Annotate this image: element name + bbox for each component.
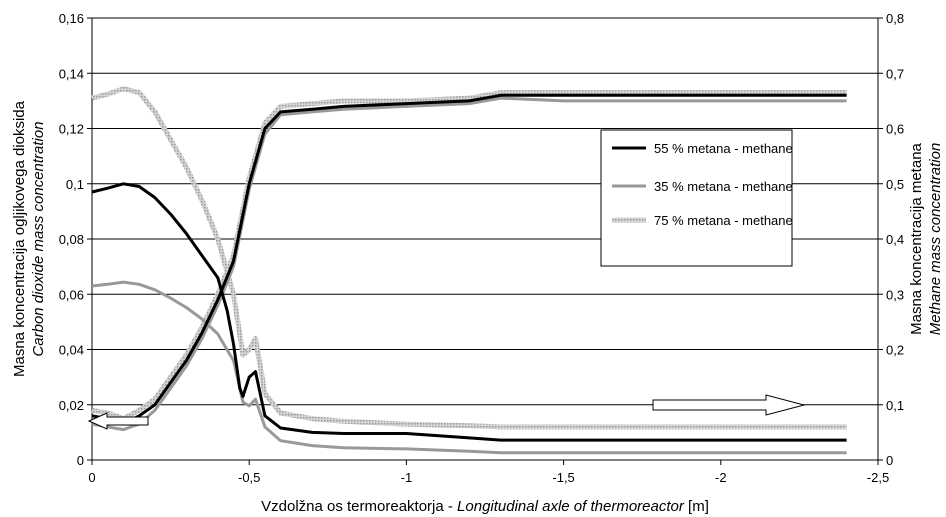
right-tick-label: 0,8 [886,11,904,26]
series-line-methane-35 [91,280,847,455]
x-tick-label: -0,5 [238,470,260,485]
right-tick-label: 0,6 [886,122,904,137]
x-axis-title: Vzdolžna os termoreaktorja - Longitudina… [261,498,709,515]
left-tick-label: 0,06 [59,287,84,302]
right-axis-title-line2: Methane mass concentration [927,143,944,336]
series-line-methane-75 [91,86,847,430]
left-tick-label: 0,04 [59,343,84,358]
right-tick-label: 0 [886,453,893,468]
right-axis-arrow [652,394,806,416]
x-ticks: 0 -0,5 -1 -1,5 -2 -2,5 [88,460,889,485]
right-tick-label: 0,5 [886,177,904,192]
right-tick-label: 0,3 [886,287,904,302]
legend-label-35: 35 % metana - methane [654,179,793,194]
left-tick-label: 0,14 [59,66,84,81]
right-axis-title-line1: Masna koncentracija metana [908,142,925,334]
left-tick-label: 0 [77,453,84,468]
left-tick-label: 0,12 [59,122,84,137]
x-axis-title-unit: [m] [684,498,709,515]
left-tick-label: 0,16 [59,11,84,26]
left-axis-arrow [87,412,149,430]
right-y-ticks: 0 0,1 0,2 0,3 0,4 0,5 0,6 0,7 0,8 [878,11,904,468]
right-tick-label: 0,4 [886,232,904,247]
x-tick-label: -2,5 [867,470,889,485]
series-line-co2-55 [91,93,847,426]
x-axis-title-plain: Vzdolžna os termoreaktorja - [261,498,457,515]
x-tick-label: -1,5 [552,470,574,485]
legend-label-55: 55 % metana - methane [654,141,793,156]
x-tick-label: -2 [715,470,727,485]
right-tick-label: 0,2 [886,343,904,358]
left-axis-title-line1: Masna koncentracija ogljikovega dioksida [11,100,28,377]
series-line-co2-75 [91,90,847,422]
right-tick-label: 0,7 [886,66,904,81]
x-tick-label: 0 [88,470,95,485]
left-tick-label: 0,02 [59,398,84,413]
left-tick-label: 0,1 [66,177,84,192]
x-axis-title-italic: Longitudinal axle of thermoreactor [457,498,685,515]
x-tick-label: -1 [401,470,413,485]
left-axis-title-line2: Carbon dioxide mass concentration [30,121,47,356]
legend-label-75: 75 % metana - methane [654,213,793,228]
series-layer [91,86,847,455]
series-line-methane-55 [91,182,847,442]
right-tick-label: 0,1 [886,398,904,413]
legend-box [600,129,793,267]
left-tick-label: 0,08 [59,232,84,247]
left-y-ticks: 0 0,02 0,04 0,06 0,08 0,1 0,12 0,14 0,16 [59,11,92,468]
legend: 55 % metana - methane 35 % metana - meth… [600,129,793,267]
